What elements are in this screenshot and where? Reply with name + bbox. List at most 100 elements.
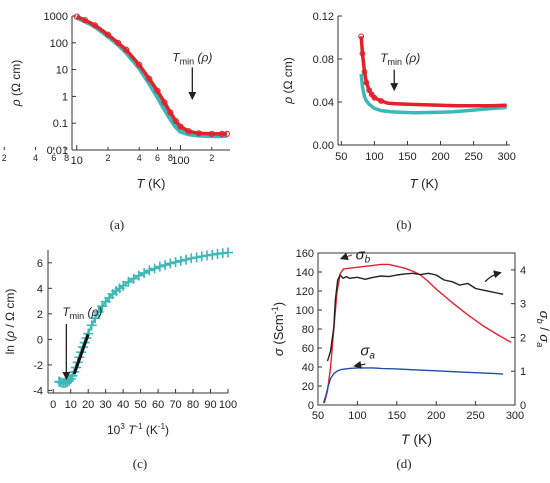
a-red-point (167, 109, 174, 116)
d-y-left-title-part: ) (271, 302, 286, 306)
caption-d: (d) (396, 456, 411, 471)
c-x-title-part: -1 (135, 422, 143, 431)
a-tmin-label-part: min (180, 56, 195, 66)
c-x-tick-label: 30 (100, 399, 112, 411)
c-x-title-part: 3 (120, 422, 125, 431)
caption-a: (a) (110, 217, 124, 232)
a-red-point (123, 46, 130, 53)
a-tmin-label-part: (ρ) (194, 50, 212, 64)
d-sigma-a-arrow (353, 360, 366, 369)
b-tmin-label-part: T (380, 51, 389, 65)
c-x-tick-label: 70 (169, 399, 181, 411)
a-x-tick-label: 100 (171, 155, 189, 167)
d-plot-frame (317, 252, 516, 406)
b-series-cyan (359, 73, 507, 115)
a-x-minor-label: 8 (168, 153, 173, 163)
c-x-tick-label: 90 (204, 399, 216, 411)
b-x-title: T (K) (410, 176, 439, 191)
b-red-point (359, 50, 366, 57)
a-red-point (195, 130, 202, 137)
d-series-red (323, 263, 512, 404)
panel-b-chart: 0.00 0.04 0.08 0.12 50 100 150 200 250 300 Tmin (ρ… (281, 11, 516, 191)
b-y-tick-label: 0.00 (313, 140, 334, 152)
d-sigma-b-label-part: σ (356, 247, 366, 264)
c-x-tick-label: 0 (50, 399, 56, 411)
a-red-point (146, 75, 153, 82)
d-y-right-title-part: a (535, 342, 545, 347)
c-tmin-label-part: T (62, 305, 71, 319)
caption-b: (b) (396, 217, 411, 232)
d-y-right-tick-label: 2 (520, 332, 526, 344)
d-sigma-b-arrow (339, 252, 353, 261)
b-red-point (363, 79, 370, 86)
a-red-point (73, 13, 80, 20)
d-x-tick-label: 100 (348, 410, 366, 422)
b-red-point (371, 94, 378, 101)
c-y-tick-label: 6 (37, 258, 43, 270)
b-red-point (358, 33, 365, 40)
d-y-left-title: σ (Scm-1) (270, 302, 286, 356)
b-y-tick-label: 0.12 (313, 11, 334, 23)
b-y-title-part: ρ (281, 97, 295, 105)
a-red-point (136, 61, 143, 68)
c-x-title-part: T (125, 423, 137, 437)
caption-c: (c) (133, 456, 147, 471)
a-x-minor-label: 2 (105, 153, 110, 163)
c-x-tick-label: 50 (134, 399, 146, 411)
a-x-tick-label: 10 (71, 155, 83, 167)
c-x-title-part: ) (165, 423, 169, 437)
c-y-tick-label: -4 (33, 385, 43, 397)
d-sigma-a-label-part: a (369, 351, 375, 362)
a-x-title-part: T (137, 176, 146, 191)
b-red-point (366, 87, 372, 94)
c-y-tick-label: 0 (37, 334, 43, 346)
d-x-title: T (K) (401, 431, 432, 447)
c-x-title-part: -1 (158, 422, 166, 431)
d-y-left-tick-label: 160 (296, 248, 314, 260)
a-y-title-part: (Ω cm) (9, 60, 23, 100)
d-sigma-b-label: σb (356, 247, 371, 266)
c-x-tick-label: 100 (219, 399, 237, 411)
c-x-title: 103 T-1 (K-1) (107, 422, 169, 437)
b-tmin-label: Tmin (ρ) (380, 51, 420, 67)
b-red-point (361, 69, 368, 75)
c-tmin-label: Tmin (ρ) (62, 305, 102, 321)
d-series-black (326, 272, 504, 362)
c-tmin-label-part: min (70, 311, 85, 321)
b-tmin-label-part: (ρ) (402, 51, 420, 65)
d-y-left-title-part: -1 (270, 306, 280, 314)
d-y-left-tick-label: 0 (308, 400, 314, 412)
d-y-right-tick-label: 4 (520, 265, 526, 277)
a-x-minor-label: 6 (51, 153, 56, 163)
d-x-tick-label: 200 (427, 410, 445, 422)
d-y-left-title-part: σ (271, 347, 286, 356)
a-y-title-part: ρ (9, 99, 23, 107)
d-y-left-tick-label: 100 (296, 305, 314, 317)
a-series-cyan (75, 14, 228, 139)
a-x-title-part: (K) (145, 176, 166, 191)
c-x-tick-label: 10 (65, 399, 77, 411)
d-y-right-title-part: σ (537, 311, 550, 320)
b-x-tick-label: 250 (464, 151, 482, 163)
c-y-tick-label: 2 (37, 309, 43, 321)
d-y-left-tick-label: 80 (302, 324, 314, 336)
a-x-minor-label: 4 (137, 153, 142, 163)
d-y-right-tick-label: 1 (520, 366, 526, 378)
c-y-title: ln (ρ / Ω cm) (3, 289, 17, 355)
a-red-point (114, 39, 122, 46)
c-y-title-part: / Ω cm) (3, 289, 17, 331)
b-series-red (359, 36, 507, 108)
d-y-left-tick-label: 20 (302, 381, 314, 393)
b-x-tick-label: 300 (498, 151, 516, 163)
b-red-point (378, 98, 384, 104)
d-x-title-part: T (401, 431, 411, 447)
d-y-left-title-part: (Scm (271, 314, 286, 348)
d-series-blue (322, 367, 504, 404)
c-x-title-part: 10 (107, 423, 121, 437)
b-x-title-part: (K) (418, 176, 439, 191)
c-x-tick-label: 80 (187, 399, 199, 411)
d-x-tick-label: 250 (466, 410, 484, 422)
